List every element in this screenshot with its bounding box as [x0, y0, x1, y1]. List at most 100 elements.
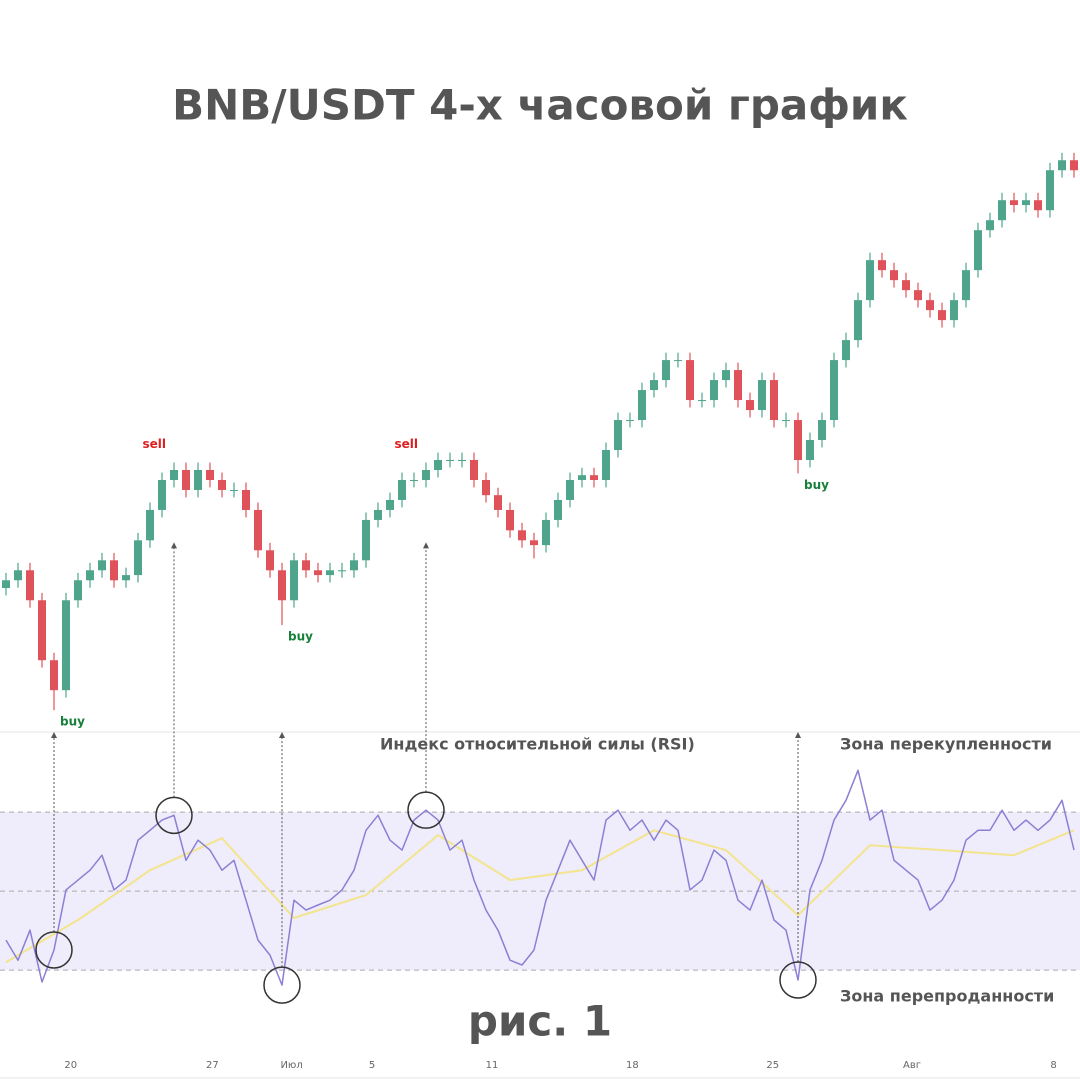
candle-body: [686, 360, 694, 401]
candle-body: [950, 300, 958, 321]
candle-body: [482, 479, 490, 496]
candle-body: [626, 420, 634, 422]
candle-body: [554, 499, 562, 520]
candle-body: [830, 360, 838, 421]
candle-body: [98, 560, 106, 571]
candle-body: [254, 509, 262, 551]
x-tick-label: 25: [766, 1060, 779, 1071]
signal-arrow-head: [279, 732, 285, 738]
candle-body: [266, 550, 274, 571]
candle-body: [878, 260, 886, 271]
candle-body: [422, 469, 430, 480]
candle-body: [734, 370, 742, 401]
candle-body: [806, 440, 814, 460]
candle-body: [350, 560, 358, 571]
candle-body: [26, 570, 34, 601]
candle-body: [710, 380, 718, 401]
candle-body: [302, 560, 310, 571]
candle-body: [770, 380, 778, 421]
candle-body: [998, 200, 1006, 221]
candle-body: [494, 495, 502, 510]
candle-body: [410, 479, 418, 481]
signal-arrow-head: [795, 732, 801, 738]
candle-body: [746, 400, 754, 411]
signal-arrow-head: [51, 732, 57, 738]
candle-body: [338, 570, 346, 572]
oversold-label: Зона перепроданности: [840, 987, 1054, 1006]
candle-body: [698, 400, 706, 402]
signal-circle: [779, 961, 817, 999]
candle-body: [818, 420, 826, 441]
candle-body: [614, 420, 622, 451]
rsi-title: Индекс относительной силы (RSI): [380, 735, 695, 754]
candle-body: [1070, 160, 1078, 171]
candle-body: [902, 280, 910, 291]
candle-body: [1034, 200, 1042, 211]
candle-body: [122, 575, 130, 581]
candle-body: [50, 660, 58, 691]
candle-body: [146, 509, 154, 541]
candle-body: [470, 459, 478, 480]
candle-body: [134, 540, 142, 576]
x-tick-label: Авг: [903, 1060, 921, 1071]
signal-label: sell: [394, 437, 418, 451]
signal-arrow-head: [423, 542, 429, 549]
candle-body: [14, 570, 22, 581]
candle-body: [518, 530, 526, 541]
candle-body: [74, 580, 82, 601]
candle-body: [854, 300, 862, 341]
candle-body: [242, 489, 250, 510]
x-tick-label: 20: [64, 1060, 77, 1071]
candle-body: [590, 475, 598, 480]
candle-body: [290, 560, 298, 601]
candle-body: [218, 479, 226, 490]
signal-label: buy: [288, 630, 313, 644]
overbought-label: Зона перекупленности: [840, 735, 1052, 754]
candle-body: [566, 479, 574, 500]
candle-body: [722, 370, 730, 381]
candle-body: [278, 570, 286, 601]
candle-body: [62, 600, 70, 691]
candle-body: [638, 390, 646, 421]
chart-title: BNB/USDT 4-х часовой график: [172, 81, 908, 130]
candle-body: [458, 459, 466, 461]
candle-body: [650, 380, 658, 391]
candle-body: [1046, 170, 1054, 211]
candle-body: [986, 220, 994, 231]
candle-body: [170, 469, 178, 480]
signal-line: [5, 829, 1075, 964]
candle-body: [674, 360, 682, 362]
x-tick-label: 18: [626, 1060, 639, 1071]
candle-body: [38, 600, 46, 661]
candle-body: [938, 310, 946, 321]
candle-body: [914, 290, 922, 301]
candle-body: [398, 479, 406, 500]
candle-body: [662, 360, 670, 381]
candle-body: [962, 270, 970, 301]
candle-body: [890, 270, 898, 281]
candle-body: [758, 380, 766, 411]
candle-body: [782, 420, 790, 422]
signal-circle: [155, 796, 193, 835]
x-tick-label: 11: [486, 1060, 499, 1071]
x-tick-label: 5: [369, 1060, 375, 1071]
candle-body: [530, 540, 538, 546]
candle-body: [230, 489, 238, 491]
candle-body: [542, 519, 550, 546]
candle-body: [182, 469, 190, 490]
signal-arrow-head: [171, 542, 177, 549]
signal-circle: [35, 931, 73, 969]
candle-body: [206, 469, 214, 480]
signal-label: sell: [142, 437, 166, 451]
candle-body: [2, 580, 10, 589]
signal-label: buy: [60, 715, 85, 729]
candle-body: [86, 570, 94, 581]
candle-body: [110, 560, 118, 581]
candle-body: [446, 459, 454, 461]
candle-body: [194, 469, 202, 490]
caption: рис. 1: [468, 997, 612, 1046]
candle-body: [434, 459, 442, 470]
candle-body: [1022, 200, 1030, 206]
x-tick-label: 27: [206, 1060, 219, 1071]
